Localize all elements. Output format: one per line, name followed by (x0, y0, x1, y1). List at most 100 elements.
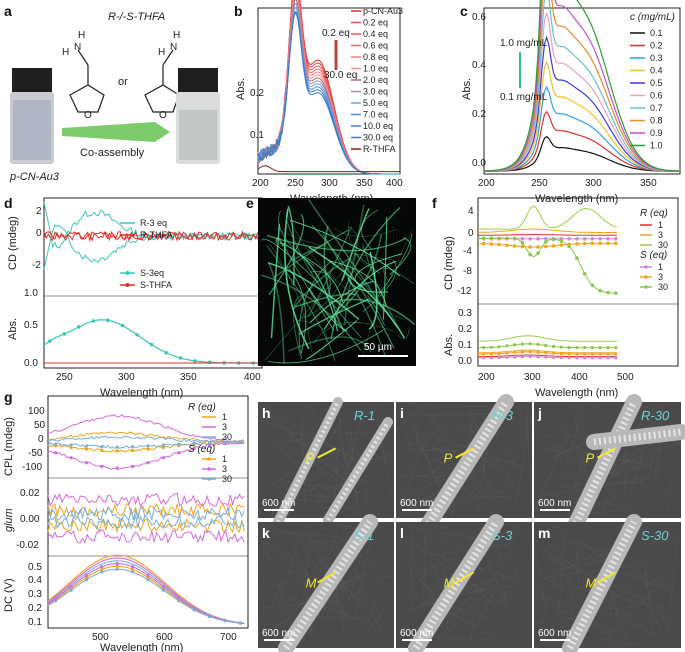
point-g-cpl-0 (161, 445, 165, 450)
curve-g-cpl-2 (47, 440, 245, 450)
sem-texture (262, 577, 284, 631)
curve-f-r-1 (477, 228, 617, 233)
point-f-s-2 (606, 290, 610, 295)
sem-texture (593, 413, 607, 415)
curve-g-glum-2 (47, 505, 245, 522)
point-f-s-0 (575, 237, 579, 241)
plot-frame-g (47, 395, 249, 629)
vial-label: p-CN-Au3 (9, 171, 60, 183)
sem-texture (640, 574, 670, 589)
xtick-f-3: 500 (617, 372, 634, 383)
point-g-dc-4 (131, 565, 135, 569)
panel-label-k: k (262, 525, 270, 541)
point-g-cpl-1 (84, 461, 89, 465)
sem-arrow-icon-l (455, 571, 475, 584)
sem-texture (654, 410, 663, 483)
fiber (348, 226, 358, 247)
sem-texture (359, 602, 390, 643)
sem-texture (301, 577, 310, 603)
point-f-abs-5 (559, 345, 563, 349)
sem-texture (475, 447, 489, 512)
xlabel-d: Wavelength (nm) (100, 387, 183, 399)
point-f-s-2 (575, 256, 579, 260)
ytick-f-bot-1: 0.1 (458, 340, 472, 351)
co-assembly-arrow-icon (62, 122, 170, 142)
ytick-f-bot-3: 0.3 (458, 308, 472, 319)
point-f-s-2 (497, 236, 501, 241)
ylabel-g-mid: glum (3, 508, 15, 532)
ytick-d-bot-1: 0.5 (24, 320, 38, 331)
ytick-f-top-1: 0 (468, 228, 474, 239)
sem-texture (638, 592, 661, 628)
sem-texture (273, 417, 360, 495)
sem-texture (534, 547, 546, 609)
legend-label-c-5: 0.6 (650, 91, 663, 101)
vial-left (10, 68, 54, 164)
point-g-dc-4 (177, 596, 181, 601)
point-g-dc-4 (54, 596, 58, 601)
fiber (278, 210, 315, 267)
fiber (268, 214, 305, 296)
legend-label-b-5: 1.0 eq (363, 64, 388, 74)
curve-g-glum-2 (47, 513, 245, 530)
panel-label-f: f (432, 195, 437, 211)
xlabel-c: Wavelength (nm) (535, 193, 618, 205)
sem-texture (569, 533, 637, 584)
legend-marker-f-s-2 (644, 285, 648, 289)
ytick-g-top-3: -50 (28, 448, 43, 459)
point-f-s-0 (544, 237, 548, 241)
sem-texture (400, 416, 434, 510)
sem-texture (613, 596, 620, 632)
fiber (354, 253, 402, 281)
sem-texture (400, 487, 409, 516)
ytick-f-bot-2: 0.2 (458, 324, 472, 335)
sem-texture (274, 534, 301, 619)
curve-c-9 (483, 0, 679, 172)
legend-label-d-3: S-THFA (140, 280, 172, 290)
sem-texture (434, 414, 496, 417)
point-g-cpl-0 (146, 447, 150, 451)
sem-fiber-texture (566, 520, 638, 650)
sem-texture (417, 471, 441, 477)
point-f-abs-5 (583, 346, 587, 350)
svg-text:H: H (158, 47, 165, 58)
point-f-abs-3 (614, 356, 618, 360)
fiber (261, 238, 319, 284)
legend-label-b-6: 2.0 eq (363, 75, 388, 85)
sem-texture (400, 441, 516, 464)
xtick-d-1: 300 (118, 372, 135, 383)
sem-texture (303, 482, 358, 515)
ytick-g-top-2: 0 (38, 434, 44, 445)
sem-texture (402, 448, 461, 452)
sem-texture (289, 539, 336, 630)
sem-panel-i: i R-3 P 600 nm (396, 394, 532, 536)
point-d-abs (62, 332, 67, 336)
point-f-s-0 (614, 237, 618, 241)
sem-fiber-texture (326, 420, 390, 522)
point-f-abs-5 (520, 342, 525, 346)
thfa-molecule-left-icon: N H H O (62, 30, 105, 121)
point-d-abs (178, 356, 183, 360)
panel-b: b 0.2 0.1 200 250 300 350 400 Wavelength… (234, 0, 403, 205)
sem-texture (410, 490, 431, 506)
sem-texture (588, 508, 632, 514)
point-f-abs-3 (559, 356, 563, 360)
fibers-e (260, 199, 416, 364)
arrow-bottom-b: 30.0 eq (324, 70, 357, 81)
sem-texture (264, 546, 290, 612)
sem-texture (357, 587, 392, 648)
fiber (275, 227, 395, 261)
curve-g-cpl-1 (47, 441, 245, 470)
point-d-abs (91, 319, 96, 323)
legend-label-b-12: R-THFA (363, 144, 396, 154)
curves-d (43, 202, 263, 365)
panel-d: d 2 0 -2 1.0 0.5 0.0 250 300 350 400 Wav… (4, 195, 263, 399)
sem-texture (569, 571, 573, 628)
legend-label-f-r-2: 30 (658, 240, 668, 250)
panel-label-j: j (537, 405, 542, 421)
sem-texture (510, 522, 520, 549)
ytick-f-bot-0: 0.0 (458, 356, 472, 367)
point-f-abs-5 (614, 346, 618, 350)
sem-texture (444, 584, 482, 626)
curve-g-cpl-0 (47, 431, 245, 444)
